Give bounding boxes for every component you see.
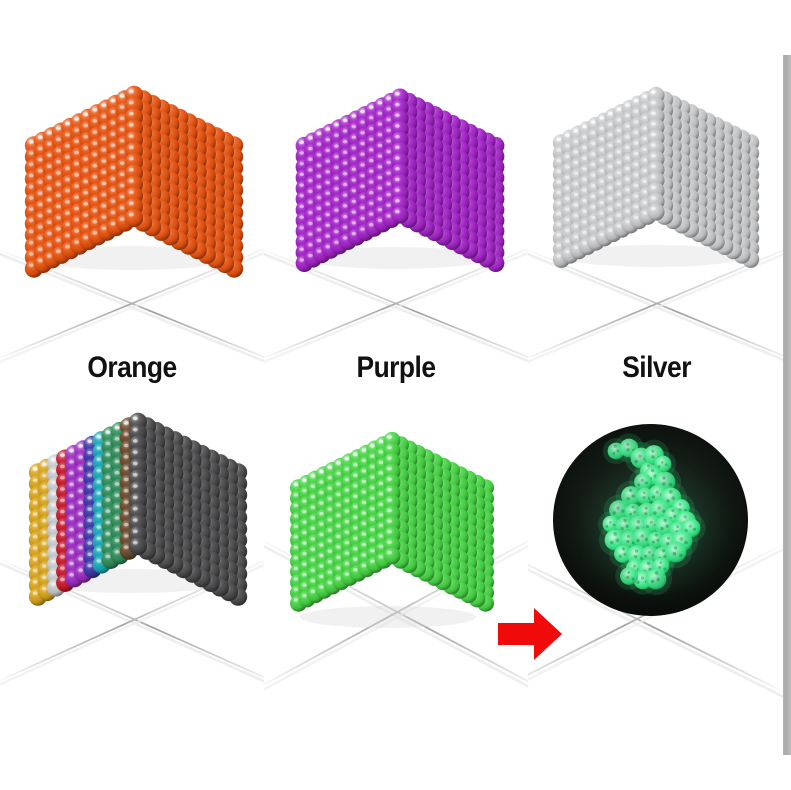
red-arrow-icon <box>496 605 564 663</box>
cube-silver <box>548 78 764 268</box>
variant-label-silver: Silver <box>622 351 691 384</box>
variant-cell-fluorescent-green[interactable]: Fluorescent Green <box>264 395 528 790</box>
cube-purple <box>290 80 510 272</box>
cube-fluorescent-green <box>286 423 498 612</box>
variant-cell-rainbow[interactable]: Rainbow 10 colors <box>0 395 264 790</box>
variant-label-orange: Orange <box>87 351 177 384</box>
cube-rainbow <box>22 405 254 606</box>
variant-cell-purple[interactable]: Purple <box>264 0 528 395</box>
glow-in-dark-photo <box>553 424 748 616</box>
variant-label-purple: Purple <box>356 351 436 384</box>
cube-orange <box>18 78 250 278</box>
variant-cell-orange[interactable]: Orange <box>0 0 264 395</box>
variant-cell-silver[interactable]: Silver <box>528 0 783 395</box>
right-edge-strip <box>783 55 791 755</box>
